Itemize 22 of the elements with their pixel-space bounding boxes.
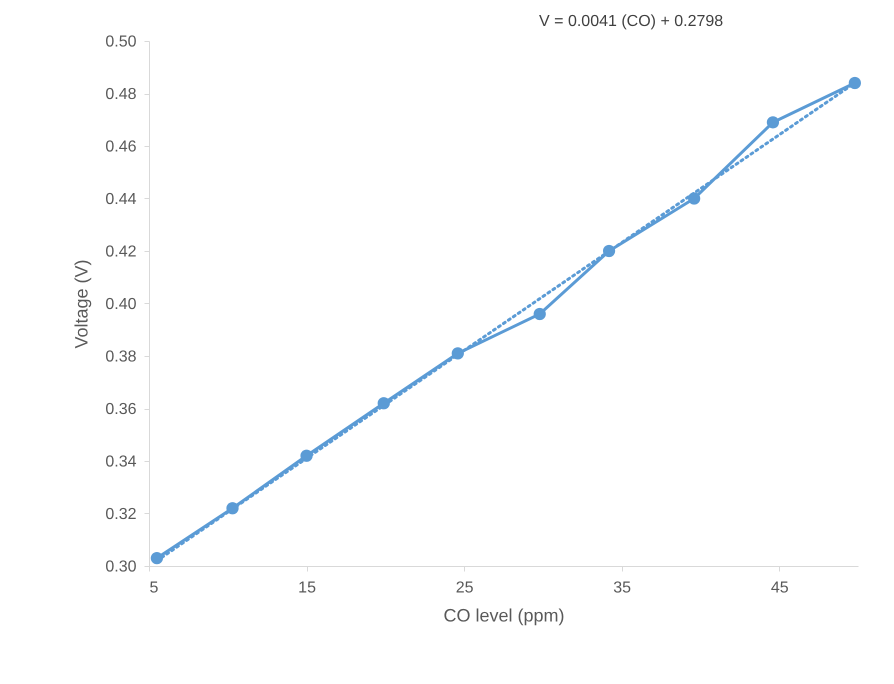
y-tick-label: 0.48: [105, 86, 137, 103]
point: [534, 308, 546, 320]
y-tick-label: 0.30: [105, 558, 137, 576]
x-tick-label: 25: [456, 580, 474, 596]
text: V = 0.0041 (CO) + 0.2798: [539, 13, 724, 30]
y-tick-label: 0.36: [105, 401, 137, 418]
y-tick-label: 0.34: [105, 454, 137, 470]
x-tick-label: 45: [770, 580, 789, 596]
y-tick-label: 0.40: [105, 296, 137, 313]
y-tick-label: 0.38: [105, 348, 137, 366]
y-tick-label: 0.44: [105, 191, 137, 208]
y-tick-label: 0.32: [105, 506, 137, 523]
x-tick-label: 35: [613, 580, 632, 596]
point: [766, 116, 780, 128]
y-axis-title: Voltage (V): [71, 259, 92, 349]
x-tick-label: 15: [298, 580, 316, 596]
point: [848, 76, 861, 90]
y-tick-label: 0.46: [105, 138, 137, 156]
x-tick-label: 5: [150, 580, 158, 596]
y-tick-label: 0.42: [105, 244, 137, 260]
y-tick-label: 0.50: [105, 34, 137, 50]
x-axis-title: CO level (ppm): [443, 606, 565, 626]
